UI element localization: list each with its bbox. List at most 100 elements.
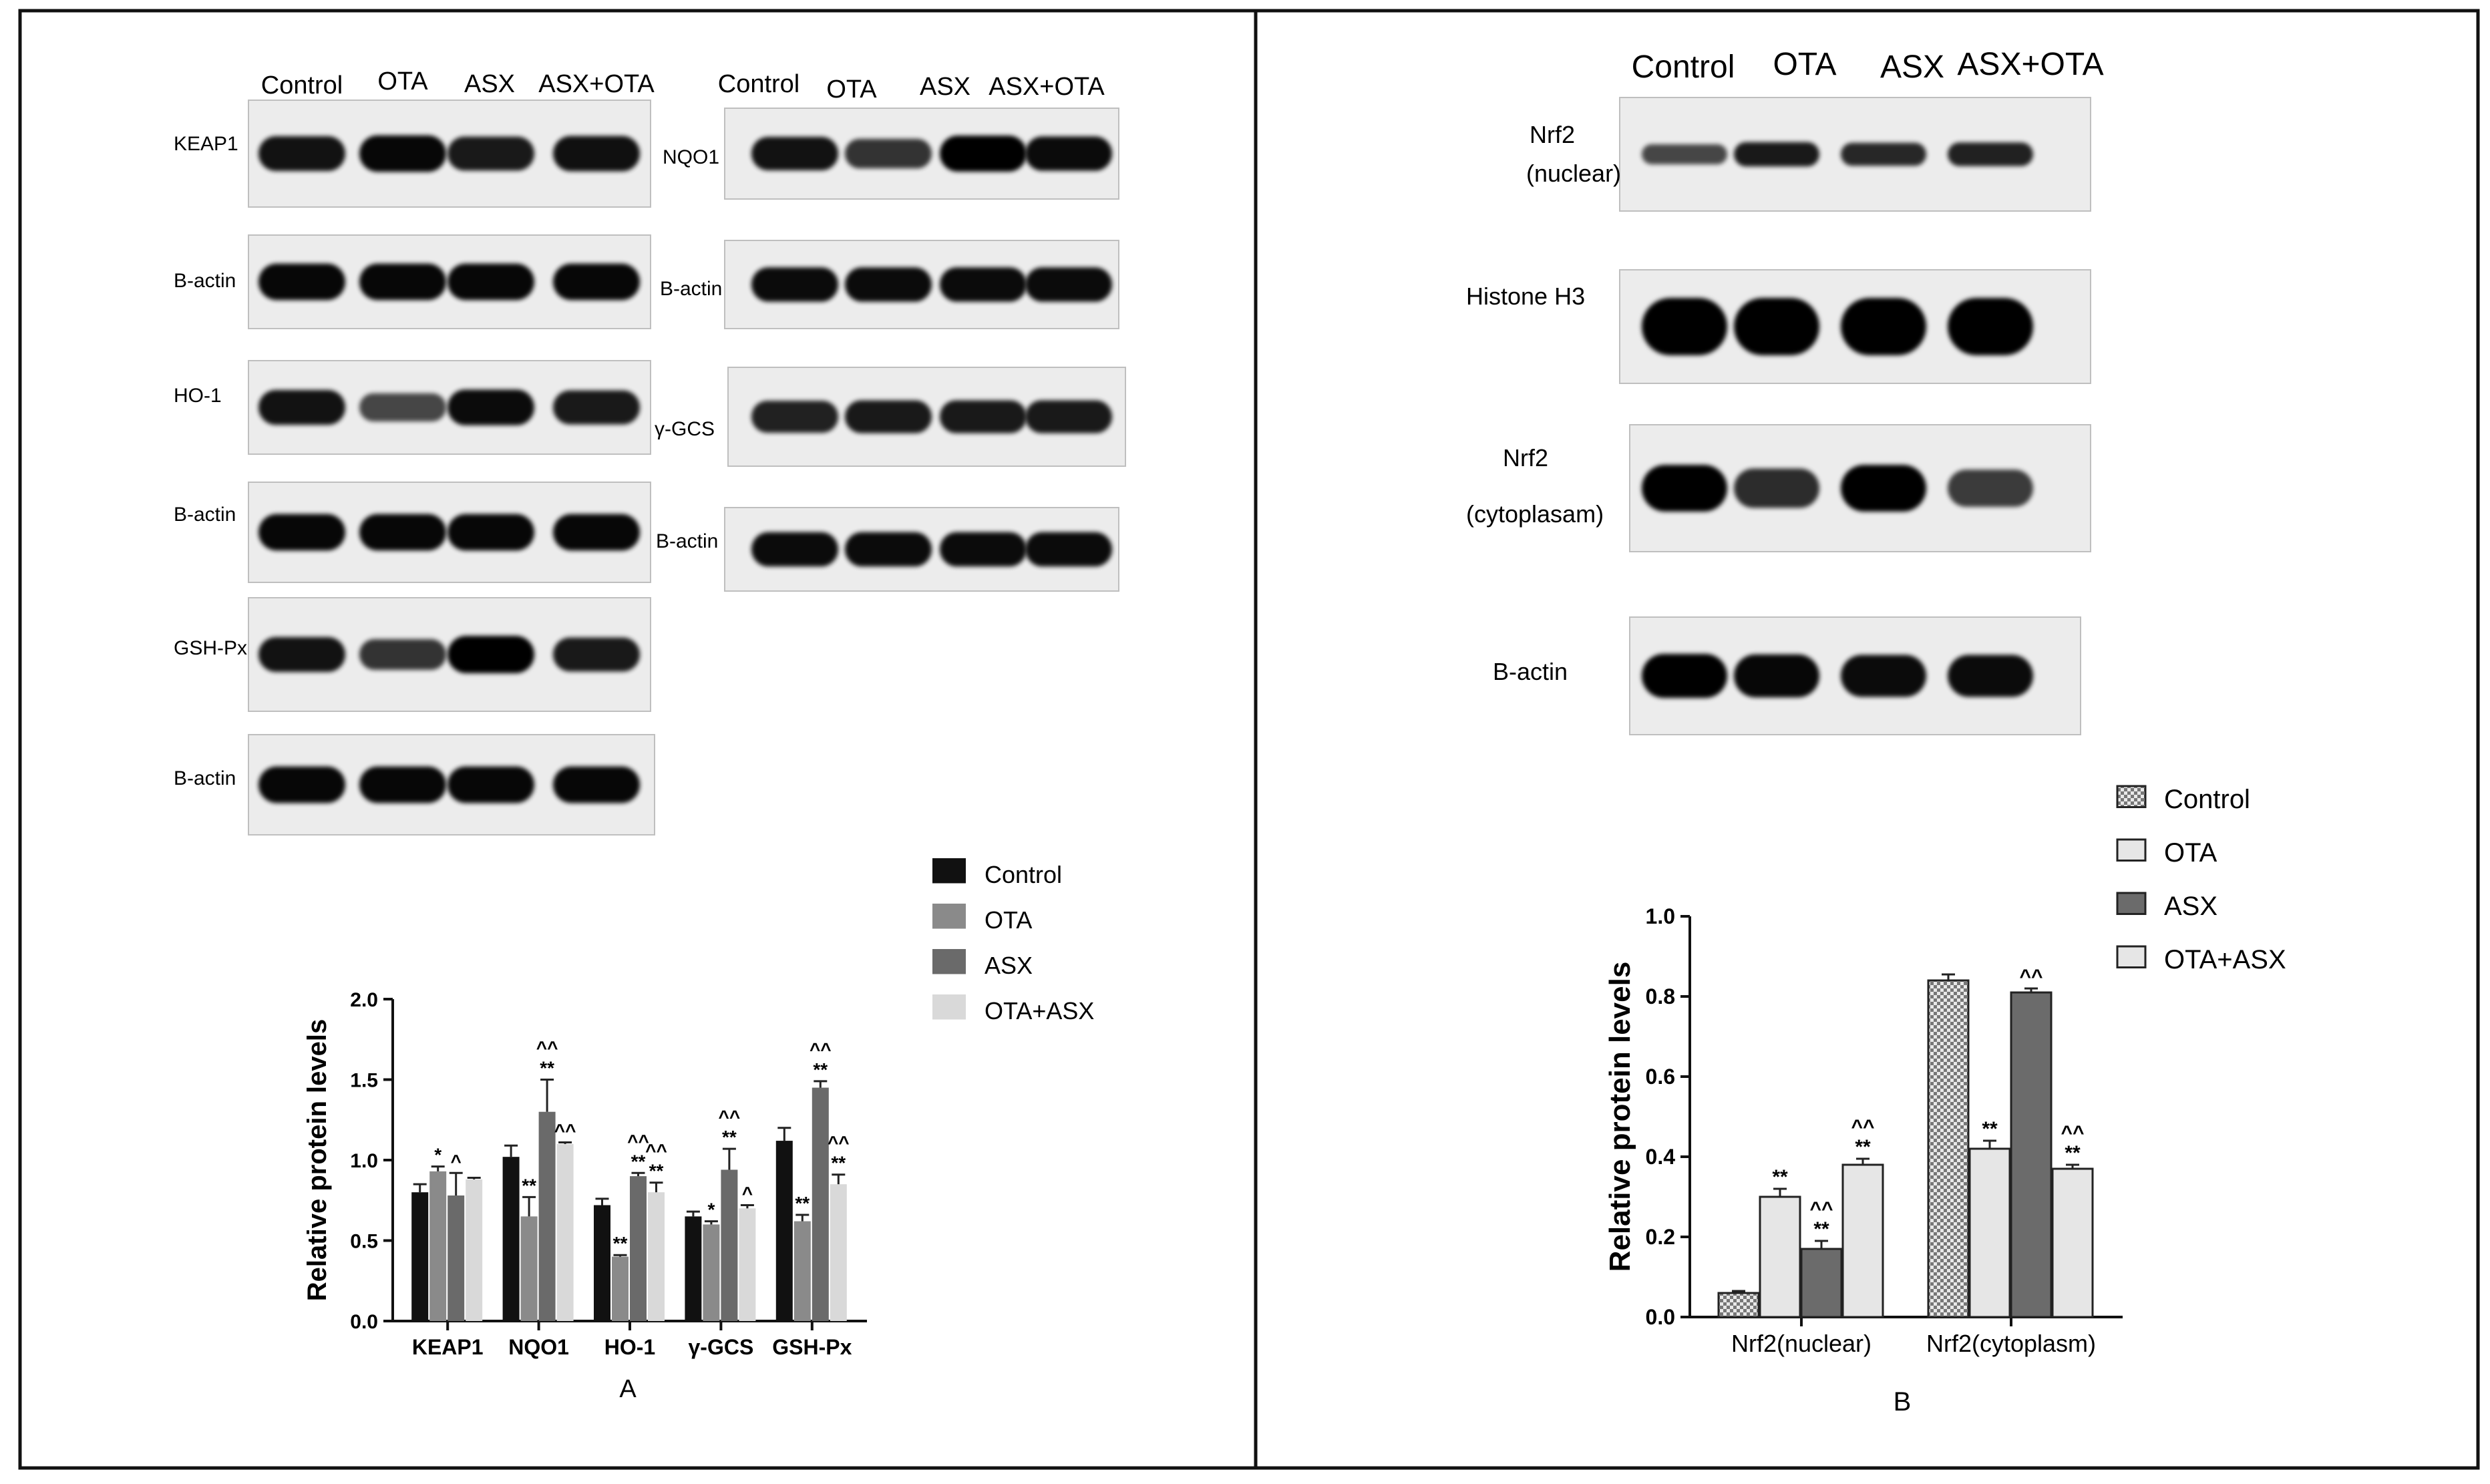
significance-mark: ** — [1772, 1166, 1788, 1188]
significance-mark: ^^ ** — [719, 1107, 741, 1147]
bar — [812, 1087, 829, 1321]
blot-band — [845, 400, 932, 433]
legend-label: OTA — [2164, 838, 2217, 868]
bar — [1759, 1195, 1801, 1318]
bar — [2010, 991, 2053, 1318]
blot-strip: B-actin — [174, 734, 655, 836]
blot-band — [258, 766, 345, 803]
blot-band — [448, 389, 534, 425]
x-tick-label: Nrf2(cytoplasm) — [1926, 1330, 2096, 1357]
bar — [721, 1169, 738, 1321]
blot-band — [1734, 142, 1819, 167]
blot-band — [1025, 532, 1112, 567]
bar — [739, 1208, 756, 1321]
blot-strip: Histone H3 — [1466, 269, 2091, 384]
blot-band — [1841, 142, 1926, 166]
blot-label: B-actin — [174, 270, 236, 292]
legend-label: Control — [2164, 785, 2250, 814]
y-tick-label: 1.0 — [1646, 904, 1675, 928]
lane-header: ASX+OTA — [1957, 47, 2103, 82]
blot-band — [1025, 136, 1112, 171]
blot-band — [940, 400, 1027, 433]
blot-label: B-actin — [1493, 658, 1568, 685]
bar — [1927, 979, 1970, 1318]
blot-band — [553, 766, 640, 803]
y-tick-label: 0.6 — [1646, 1065, 1675, 1089]
bar — [612, 1256, 629, 1321]
blot-band — [553, 637, 640, 672]
y-tick-label: 0.0 — [1646, 1305, 1675, 1329]
y-tick-label: 0.0 — [350, 1311, 378, 1333]
significance-mark: ^^ ** — [1809, 1198, 1833, 1240]
bar — [466, 1179, 483, 1321]
bar — [502, 1157, 520, 1321]
blot-label: GSH-Px — [174, 637, 247, 659]
panel-a-blots: Control OTA ASX ASX+OTA Control OTA ASX … — [174, 67, 1126, 1403]
significance-mark: ^^ — [2019, 966, 2042, 988]
lane-header: Control — [1632, 49, 1735, 85]
blot-band — [1948, 298, 2033, 355]
y-tick-label: 2.0 — [350, 989, 378, 1011]
blot-band — [1734, 468, 1819, 508]
blot-band — [359, 263, 446, 301]
blot-band — [751, 136, 838, 171]
panel-a-lane-headers-right: Control OTA ASX ASX+OTA — [718, 70, 1105, 104]
y-axis-label: Relative protein levels — [303, 1019, 332, 1301]
blot-band — [258, 136, 345, 172]
blot-band — [751, 267, 838, 302]
legend-swatch — [932, 994, 966, 1020]
blot-band — [258, 389, 345, 425]
bar — [1717, 1292, 1760, 1318]
y-tick-label: 0.8 — [1646, 984, 1675, 1008]
blot-label: Histone H3 — [1466, 283, 1585, 310]
blot-band — [448, 263, 534, 301]
blot-band — [258, 514, 345, 551]
blot-strip: NQO1 — [663, 108, 1119, 200]
blot-strip: KEAP1 — [174, 100, 651, 208]
bar — [775, 1141, 793, 1321]
blot-band — [1025, 267, 1112, 302]
blot-strip: B-actin — [656, 507, 1119, 592]
panel-a-letter: A — [619, 1375, 637, 1403]
panel-a-blot-strips: KEAP1 B-actin HO-1 B-actin GSH-Px B-actin NQO1… — [174, 100, 1126, 836]
blot-label: γ-GCS — [655, 418, 715, 440]
blot-band — [751, 532, 838, 567]
blot-band — [359, 639, 446, 670]
blot-band — [1948, 655, 2033, 697]
bar — [2051, 1167, 2094, 1318]
blot-band — [845, 532, 932, 567]
blot-band — [553, 390, 640, 425]
blot-band — [359, 135, 446, 172]
legend-swatch — [2116, 785, 2147, 808]
significance-mark: ** — [522, 1175, 536, 1195]
blot-band — [359, 393, 446, 422]
bar — [648, 1192, 665, 1321]
blot-label: Nrf2 — [1530, 121, 1575, 148]
blot-band — [1948, 142, 2033, 166]
blot-label: NQO1 — [663, 146, 719, 168]
significance-mark: ^^ — [554, 1120, 576, 1141]
significance-mark: ^^ ** — [810, 1039, 832, 1080]
y-tick-label: 1.0 — [350, 1150, 378, 1172]
legend-label: ASX — [985, 952, 1033, 979]
blot-label: HO-1 — [174, 385, 222, 407]
legend-label: OTA+ASX — [985, 997, 1094, 1025]
panel-b-letter: B — [1894, 1387, 1912, 1417]
x-tick-label: NQO1 — [508, 1335, 569, 1359]
panel-b-blot-strips: Nrf2 (nuclear) Histone H3 Nrf2 (cytoplasam) B… — [1466, 97, 2091, 735]
bar — [793, 1221, 811, 1321]
lane-header: ASX — [1880, 49, 1944, 85]
blot-label-sub: (cytoplasam) — [1466, 500, 1604, 528]
significance-mark: ^^ ** — [645, 1141, 667, 1181]
significance-mark: ^^ ** — [627, 1131, 649, 1171]
significance-mark: * — [434, 1145, 441, 1165]
blot-band — [448, 514, 534, 551]
blot-label: B-actin — [174, 767, 236, 789]
blot-band — [1948, 470, 2033, 507]
chart-b: 0.0 0.2 0.4 0.6 0.8 1.0 Relative protein level… — [1604, 785, 2286, 1357]
blot-strip: B-actin — [1493, 616, 2081, 735]
bar — [594, 1205, 610, 1321]
significance-mark: ^^ ** — [2061, 1122, 2084, 1164]
bar — [411, 1192, 429, 1321]
